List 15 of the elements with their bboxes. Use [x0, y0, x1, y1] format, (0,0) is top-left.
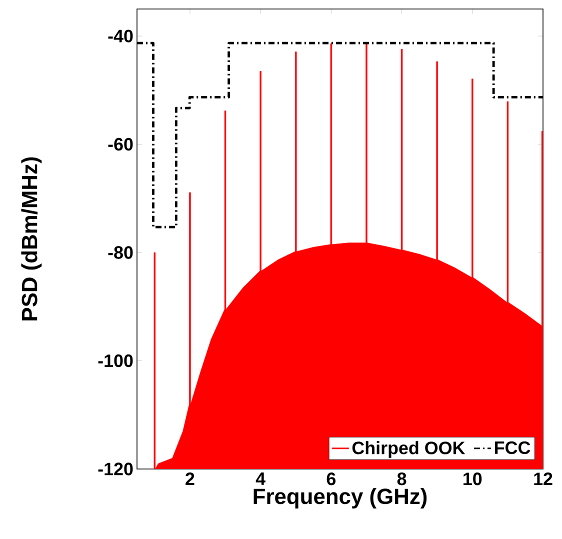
y-tick-label: -120 [98, 462, 133, 476]
x-tick-label: 8 [397, 472, 406, 486]
y-tick-label: -60 [108, 138, 133, 151]
x-tick-label: 10 [464, 472, 482, 486]
y-tick-label: -100 [98, 354, 133, 368]
legend-label: Chirped OOK [352, 441, 466, 458]
y-axis-title: PSD (dBm/MHz) [21, 157, 42, 320]
x-tick-label: 6 [326, 472, 336, 486]
y-tick-label: -80 [108, 246, 133, 259]
x-axis-title: Frequency (GHz) [254, 488, 427, 508]
x-tick-label: 2 [186, 472, 194, 486]
x-tick-label: 4 [256, 472, 266, 485]
legend-label: FCC [495, 441, 530, 454]
y-tick-label: -40 [108, 30, 133, 42]
x-tick-label: 12 [534, 472, 552, 486]
